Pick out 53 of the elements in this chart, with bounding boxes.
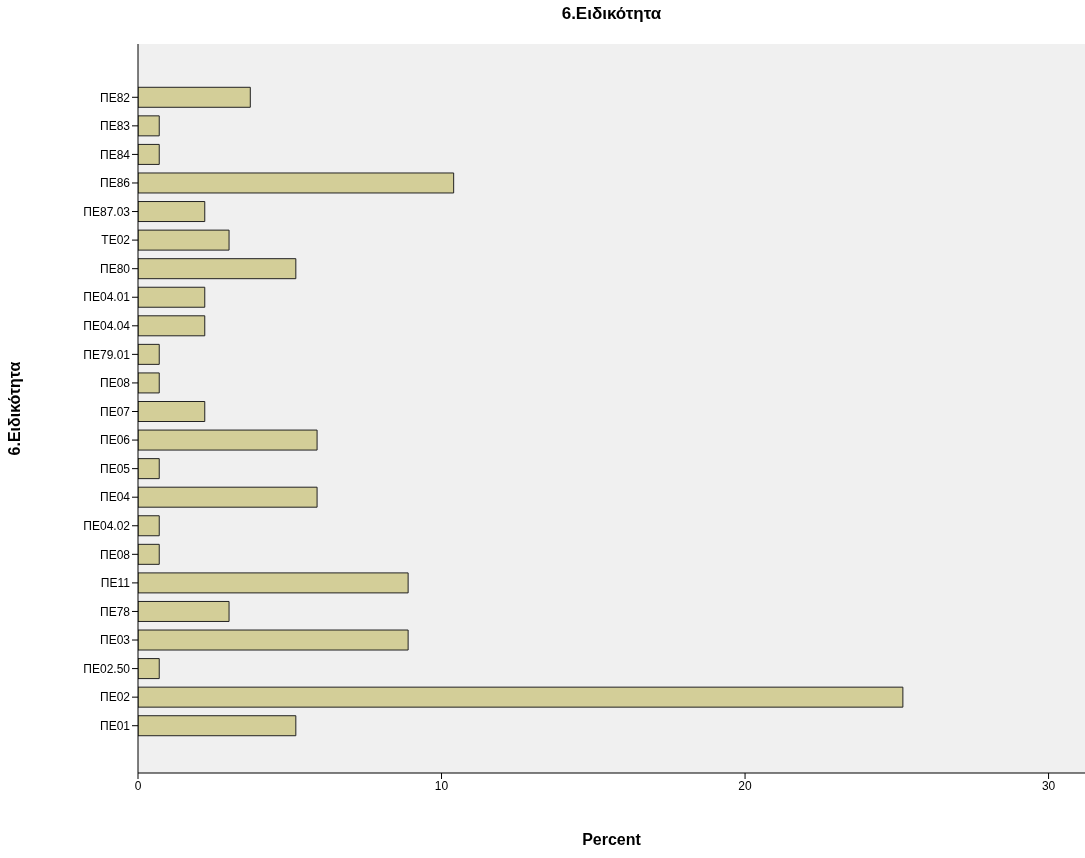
bar <box>138 286 206 308</box>
bar <box>138 86 251 108</box>
y-tick-label: ΠΕ86 <box>99 176 131 191</box>
bar <box>138 372 160 394</box>
bar <box>138 229 230 251</box>
y-tick-label: ΤΕ02 <box>101 233 131 248</box>
bar <box>138 543 160 565</box>
y-tick-label: ΠΕ07 <box>99 404 131 419</box>
y-tick-label: ΠΕ03 <box>99 633 131 648</box>
bar <box>138 515 160 537</box>
bar <box>138 315 206 337</box>
x-tick-label: 20 <box>738 778 753 793</box>
y-tick-label: ΠΕ11 <box>100 576 131 591</box>
y-tick-label: ΠΕ04.01 <box>83 290 131 305</box>
bar <box>138 486 318 508</box>
y-tick-label: ΠΕ04.02 <box>83 519 131 534</box>
bar <box>138 600 230 622</box>
bar <box>138 715 297 737</box>
y-tick-label: ΠΕ05 <box>99 461 131 476</box>
x-tick-label: 30 <box>1041 778 1056 793</box>
y-tick-label: ΠΕ02 <box>99 690 131 705</box>
y-tick-label: ΠΕ84 <box>99 147 131 162</box>
y-tick-label: ΠΕ79.01 <box>83 347 131 362</box>
chart-title: 6.Ειδικότητα <box>560 4 663 24</box>
x-tick-label: 10 <box>434 778 449 793</box>
bar <box>138 343 160 365</box>
bar <box>138 172 455 194</box>
y-tick-label: ΠΕ04 <box>99 490 131 505</box>
y-axis-title: 6.Ειδικότητα <box>5 361 23 456</box>
bar <box>138 115 160 137</box>
y-tick-label: ΠΕ82 <box>99 90 131 105</box>
bar <box>138 658 160 680</box>
y-tick-label: ΠΕ04.04 <box>83 319 131 334</box>
y-tick-label: ΠΕ08 <box>99 376 131 391</box>
y-tick-label: ΠΕ83 <box>99 119 131 134</box>
y-tick-label: ΠΕ80 <box>99 261 131 276</box>
bar <box>138 429 318 451</box>
y-tick-label: ΠΕ02.50 <box>83 661 131 676</box>
bar <box>138 143 160 165</box>
bar <box>138 458 160 480</box>
bar <box>138 258 297 280</box>
bar <box>138 572 409 594</box>
y-tick-label: ΠΕ01 <box>99 718 131 733</box>
bar <box>138 401 206 422</box>
y-tick-label: ΠΕ06 <box>99 433 131 448</box>
bar <box>138 686 904 708</box>
x-axis-title: Percent <box>582 831 642 848</box>
y-tick-label: ΠΕ87.03 <box>83 204 131 219</box>
bar <box>138 201 206 223</box>
y-tick-label: ΠΕ08 <box>99 547 131 562</box>
bar <box>138 629 409 651</box>
y-tick-label: ΠΕ78 <box>99 604 131 619</box>
x-tick-label: 0 <box>134 778 142 793</box>
